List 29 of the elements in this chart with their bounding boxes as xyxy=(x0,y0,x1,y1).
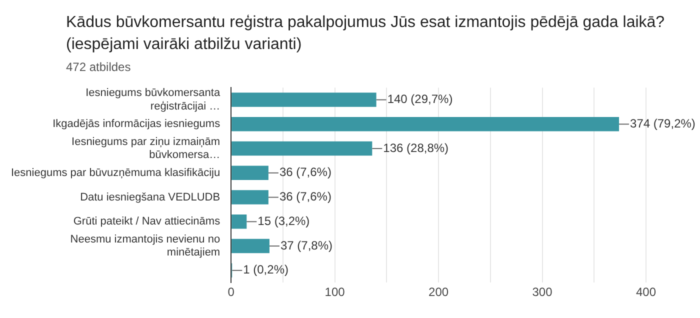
x-tick-label: 0 xyxy=(228,285,235,300)
y-tick-label: Datu iesniegšana VEDLUDB xyxy=(80,191,220,204)
data-label: 37 (7,8%) xyxy=(280,238,333,252)
data-label: 36 (7,6%) xyxy=(279,190,332,204)
bar xyxy=(232,92,376,107)
bar xyxy=(232,141,372,156)
chart-title: Kādus būvkomersantu reģistra pakalpojumus Jūs esat izmantojis pēdējā gada laikā? (iespējami vairāki atbilžu varianti) xyxy=(65,13,666,55)
bar xyxy=(232,238,270,254)
data-label: 374 (79,2%) xyxy=(630,116,696,130)
data-label: 36 (7,6%) xyxy=(279,165,332,180)
y-tick-label: Grūti pateikt / Nav attiecināms xyxy=(73,216,221,228)
y-tick-label: Ikgadējās informācijas iesniegums xyxy=(52,118,221,130)
data-label: 1 (0,2%) xyxy=(243,262,288,277)
x-tick-label: 200 xyxy=(428,285,449,300)
y-tick-label: Iesniegums par ziņu izmaiņām būvkomersa… xyxy=(72,136,220,162)
x-tick-label: 100 xyxy=(324,285,346,300)
bar xyxy=(232,190,268,204)
bar xyxy=(232,117,620,132)
data-label: 136 (28,8%) xyxy=(383,140,449,155)
bar xyxy=(232,214,247,229)
bar xyxy=(232,166,268,180)
data-label: 140 (29,7%) xyxy=(387,92,453,106)
y-tick-label: Neesmu izmantojis nevienu no minētajiem xyxy=(70,233,220,259)
y-tick-label: Iesniegums par būvuzņēmuma klasifikāciju xyxy=(10,166,220,179)
x-tick-label: 400 xyxy=(636,285,656,300)
x-tick-label: 300 xyxy=(532,285,553,300)
y-tick-label: Iesniegums būvkomersanta reģistrācijai … xyxy=(86,87,221,112)
text: 472 atbildes xyxy=(65,60,132,74)
data-label: 15 (3,2%) xyxy=(258,214,310,228)
